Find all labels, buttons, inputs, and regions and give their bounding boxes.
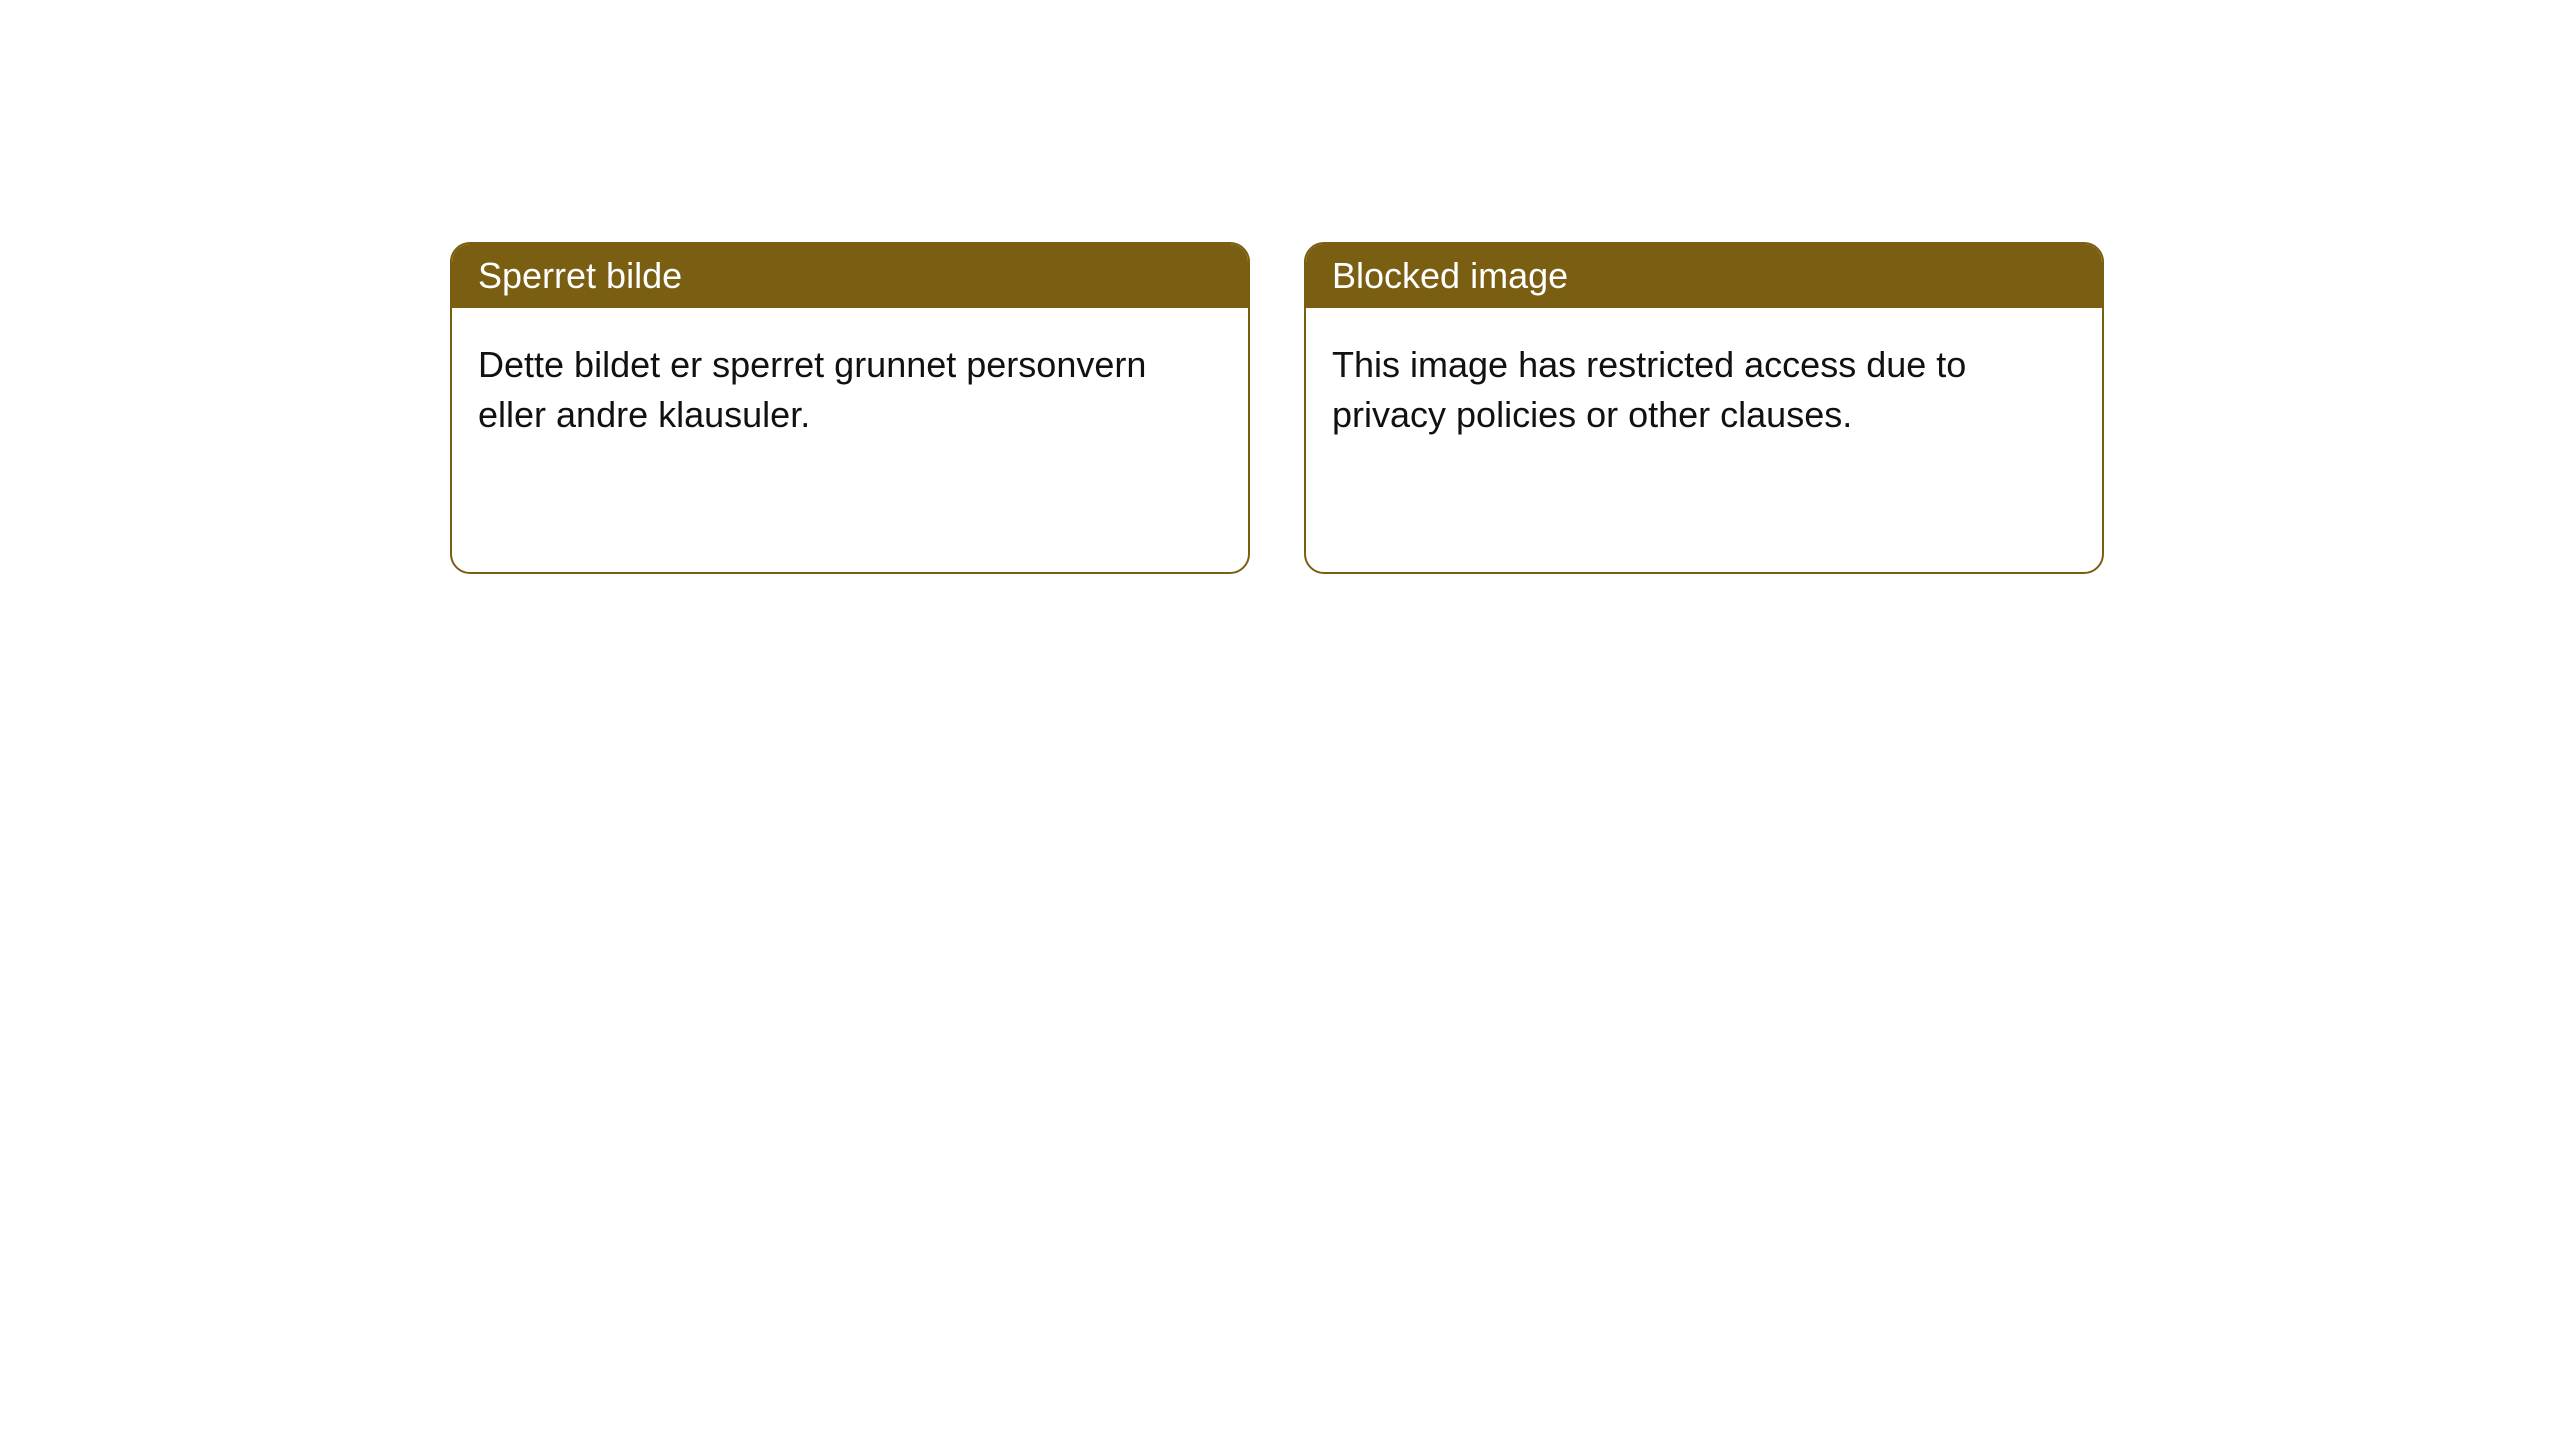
notice-card-norwegian: Sperret bilde Dette bildet er sperret gr…	[450, 242, 1250, 574]
notice-body: Dette bildet er sperret grunnet personve…	[452, 308, 1248, 473]
notice-container: Sperret bilde Dette bildet er sperret gr…	[450, 242, 2104, 574]
notice-body: This image has restricted access due to …	[1306, 308, 2102, 473]
notice-card-english: Blocked image This image has restricted …	[1304, 242, 2104, 574]
notice-title: Blocked image	[1306, 244, 2102, 308]
notice-title: Sperret bilde	[452, 244, 1248, 308]
